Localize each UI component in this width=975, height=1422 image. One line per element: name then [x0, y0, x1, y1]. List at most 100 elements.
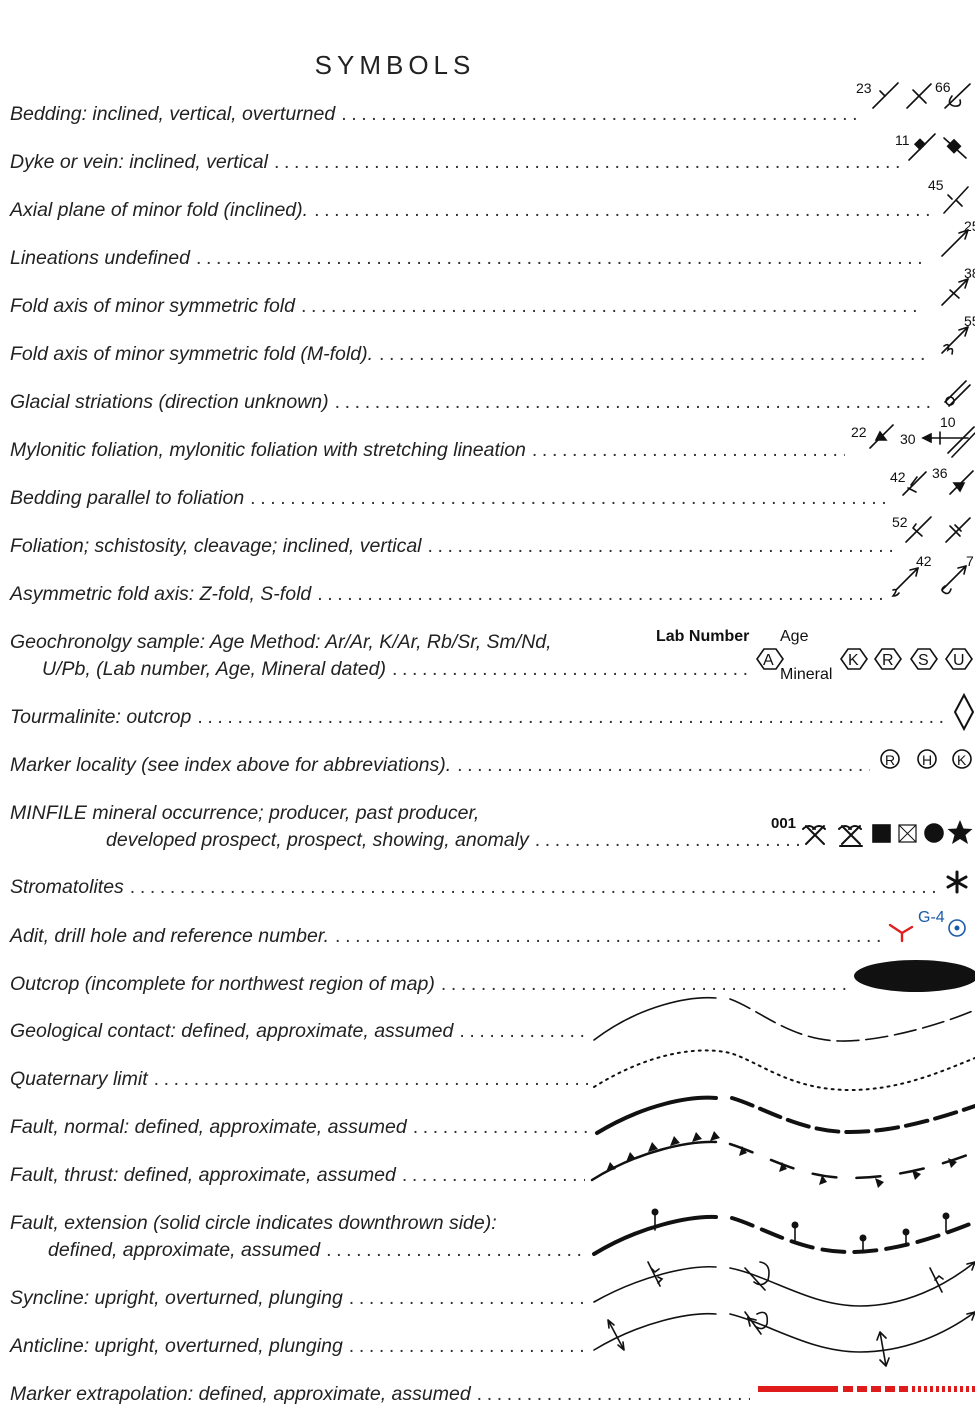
glacial-symbol [944, 380, 971, 407]
asym-z-label: 42 [916, 553, 932, 569]
legend-row-adit: Adit, drill hole and reference number. [10, 923, 329, 950]
fold-m-symbol: 55 [941, 313, 975, 355]
method-a-label: A [763, 652, 774, 669]
leader-dots: ........................................… [250, 487, 890, 509]
lab-number-label: Lab Number [656, 628, 749, 645]
legend-text-mylonitic: Mylonitic foliation, mylonitic foliation… [10, 439, 526, 461]
legend-text-minfile: MINFILE mineral occurrence; producer, pa… [10, 802, 480, 824]
legend-row-fault-thrust: Fault, thrust: defined, approximate, ass… [10, 1162, 396, 1189]
leader-dots: ........................................… [379, 343, 925, 365]
legend-text-marker-extrap: Marker extrapolation: defined, approxima… [10, 1383, 471, 1405]
leader-dots: ........................................… [334, 391, 935, 413]
legend-row-bedding: Bedding: inclined, vertical, overturned [10, 101, 335, 128]
legend-row-anticline: Anticline: upright, overturned, plunging [10, 1333, 343, 1360]
legend-row-foliation: Foliation; schistosity, cleavage; inclin… [10, 533, 422, 560]
marker-r-label: R [885, 752, 895, 768]
legend-text-fold-m: Fold axis of minor symmetric fold (M-fol… [10, 343, 373, 365]
bedding-symbols: 23 66 [856, 79, 971, 109]
legend-row-geochron: Geochronolgy sample: Age Method: Ar/Ar, … [10, 629, 552, 683]
leader-dots: ........................................… [459, 1020, 590, 1042]
adit-drill-symbols: G-4 [888, 909, 966, 943]
age-label: Age [780, 628, 809, 645]
leader-dots: ........................................… [440, 973, 850, 995]
method-k-label: K [848, 652, 859, 669]
minfile-number-label: 001 [771, 815, 796, 832]
legend-text-fault-normal: Fault, normal: defined, approximate, ass… [10, 1116, 407, 1138]
quaternary-line [593, 1049, 975, 1092]
legend-text-tourmalinite: Tourmalinite: outcrop [10, 706, 192, 728]
axial-plane-symbol: 45 [928, 177, 969, 214]
marker-k-label: K [957, 752, 967, 768]
legend-text-contact: Geological contact: defined, approximate… [10, 1020, 454, 1042]
legend-text-geochron-line2: U/Pb, (Lab number, Age, Mineral dated) [42, 658, 386, 680]
leader-dots: ........................................… [273, 151, 900, 173]
showing-icon [924, 823, 944, 843]
lineation-plunge-label: 25 [964, 218, 975, 234]
leader-dots: ........................................… [401, 1164, 585, 1186]
bedding-fol-dip-label-2: 36 [932, 465, 948, 481]
legend-row-fault-extension: Fault, extension (solid circle indicates… [10, 1210, 497, 1264]
legend-row-asym-fold: Asymmetric fold axis: Z-fold, S-fold [10, 581, 311, 608]
page-title: SYMBOLS [314, 50, 476, 80]
lineation-symbol: 25 [941, 218, 975, 257]
legend-row-quaternary: Quaternary limit [10, 1066, 148, 1093]
prospect-icon [898, 824, 917, 843]
legend-row-stromatolites: Stromatolites [10, 874, 124, 901]
marker-locality-symbols: R H K [880, 749, 972, 769]
legend-text-outcrop: Outcrop (incomplete for northwest region… [10, 973, 435, 995]
anomaly-icon [947, 820, 973, 844]
dyke-dip-label: 11 [895, 132, 910, 148]
axial-dip-label: 45 [928, 177, 944, 193]
minfile-symbols: 001 [771, 815, 973, 847]
legend-text-foliation: Foliation; schistosity, cleavage; inclin… [10, 535, 422, 557]
leader-dots: ........................................… [457, 754, 870, 776]
bedding-foliation-symbols: 42 36 [890, 465, 974, 496]
leader-dots: ........................................… [314, 199, 935, 221]
leader-dots: ........................................… [196, 247, 925, 269]
syncline-lines [593, 1261, 975, 1307]
legend-text-asym-fold: Asymmetric fold axis: Z-fold, S-fold [10, 583, 312, 605]
legend-text-marker-locality: Marker locality (see index above for abb… [10, 754, 452, 776]
mylonitic-dip-label: 22 [851, 424, 867, 440]
legend-row-mylonitic: Mylonitic foliation, mylonitic foliation… [10, 437, 526, 464]
leader-dots: ........................................… [317, 583, 885, 605]
anticline-lines [593, 1311, 975, 1367]
mylonitic-plunge-label: 30 [900, 431, 916, 447]
fold-m-plunge-label: 55 [964, 313, 975, 329]
legend-row-axial: Axial plane of minor fold (inclined). [10, 197, 308, 224]
legend-row-dyke: Dyke or vein: inclined, vertical [10, 149, 268, 176]
mylonitic-symbols: 22 30 10 [851, 414, 975, 458]
developed-prospect-icon [872, 824, 891, 843]
stromatolite-asterisk-icon [946, 870, 968, 894]
leader-dots: ........................................… [348, 1335, 590, 1357]
bedding-overturned-label: 66 [935, 79, 951, 95]
legend-text-axial: Axial plane of minor fold (inclined). [10, 199, 309, 221]
fault-normal-lines [595, 1095, 975, 1135]
legend-text-adit: Adit, drill hole and reference number. [10, 925, 330, 947]
past-producer-icon [838, 825, 863, 847]
legend-row-minfile: MINFILE mineral occurrence; producer, pa… [10, 800, 529, 854]
legend-text-quaternary: Quaternary limit [10, 1068, 148, 1090]
leader-dots: ........................................… [301, 295, 920, 317]
legend-text-fold-sym: Fold axis of minor symmetric fold [10, 295, 295, 317]
outcrop-stipple [854, 960, 975, 992]
legend-text-lineations: Lineations undefined [10, 247, 190, 269]
legend-row-syncline: Syncline: upright, overturned, plunging [10, 1285, 343, 1312]
legend-row-glacial: Glacial striations (direction unknown) [10, 389, 329, 416]
mylonitic-dip-label-2: 10 [940, 414, 956, 430]
legend-row-outcrop: Outcrop (incomplete for northwest region… [10, 971, 435, 998]
leader-dots: ........................................… [534, 829, 800, 851]
legend-row-fold-m: Fold axis of minor symmetric fold (M-fol… [10, 341, 373, 368]
fault-thrust-lines [590, 1131, 975, 1188]
leader-dots: ........................................… [348, 1287, 590, 1309]
geochron-symbols: Lab Number Age A Mineral K R S U [656, 628, 973, 683]
leader-dots: ........................................… [427, 535, 896, 557]
legend-text-fault-extension-line2: defined, approximate, assumed [48, 1239, 321, 1261]
foliation-dip-label: 52 [892, 514, 908, 530]
leader-dots: ........................................… [531, 439, 845, 461]
producer-icon [802, 825, 826, 845]
legend-row-contact: Geological contact: defined, approximate… [10, 1018, 453, 1045]
tourmalinite-diamond-icon [953, 692, 975, 732]
legend-text-stromatolites: Stromatolites [10, 876, 124, 898]
legend-row-marker-locality: Marker locality (see index above for abb… [10, 752, 451, 779]
